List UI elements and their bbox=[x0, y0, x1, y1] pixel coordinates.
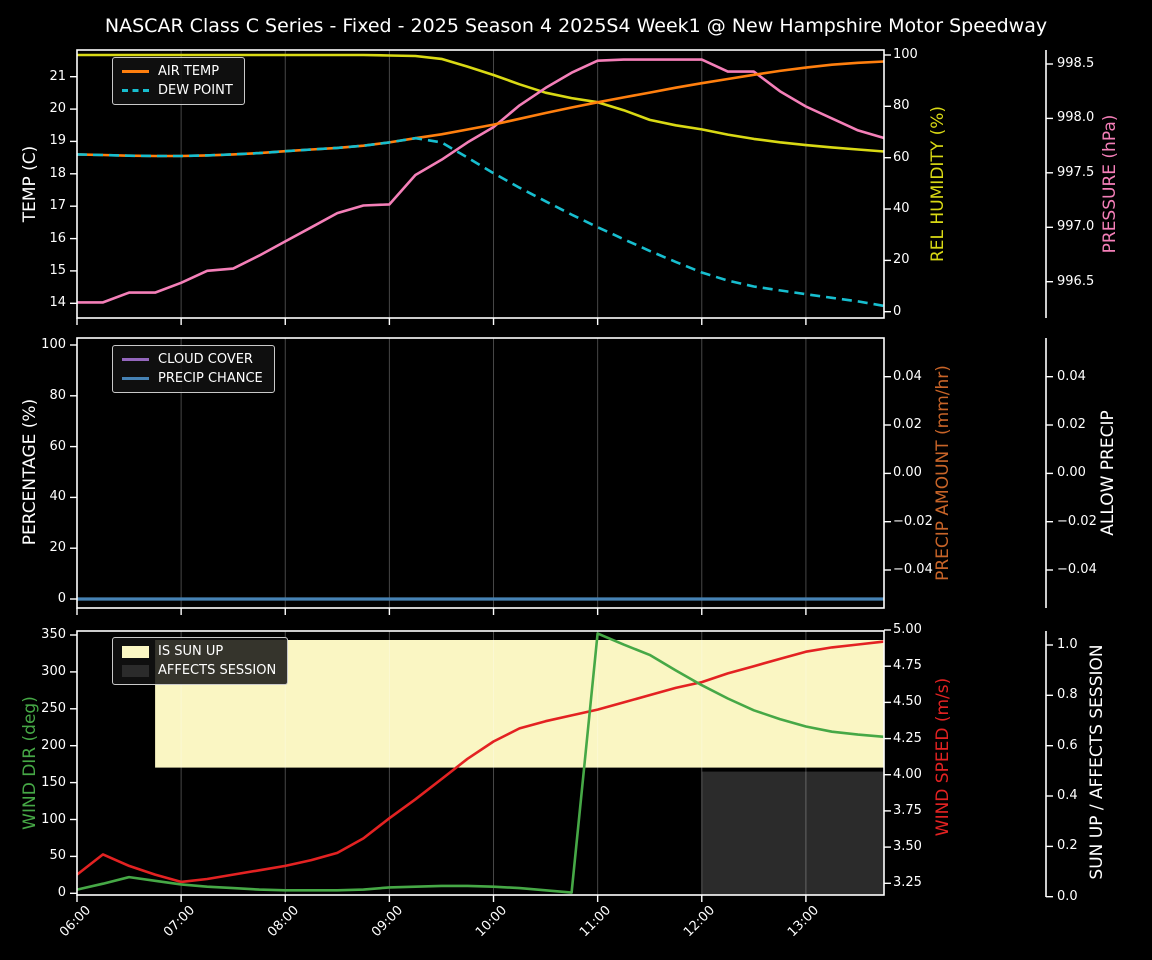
y-tick-label: 20 bbox=[49, 101, 66, 117]
legend: IS SUN UP AFFECTS SESSION bbox=[112, 637, 289, 685]
y-tick-label: 16 bbox=[49, 230, 66, 246]
y-tick-label: 20 bbox=[893, 252, 910, 268]
chart-title: NASCAR Class C Series - Fixed - 2025 Sea… bbox=[104, 15, 1048, 37]
y-tick-label: 50 bbox=[49, 848, 66, 864]
y-tick-label: 997.5 bbox=[1057, 164, 1095, 180]
y-tick-label: 40 bbox=[49, 489, 66, 505]
y-tick-label: −0.04 bbox=[1057, 562, 1097, 577]
series-wind-speed bbox=[76, 640, 885, 884]
y-tick-label: 14 bbox=[49, 295, 66, 311]
y-tick-label: 0 bbox=[57, 885, 66, 901]
y-tick-label: 3.50 bbox=[893, 839, 922, 855]
y-tick-label: 998.5 bbox=[1057, 56, 1095, 71]
y-tick-label: 350 bbox=[41, 627, 66, 642]
legend-swatch-patch bbox=[122, 664, 149, 677]
axis-label-percentage: PERCENTAGE (%) bbox=[20, 398, 40, 546]
y-tick-label: 40 bbox=[893, 201, 910, 216]
y-tick-label: 4.25 bbox=[893, 730, 922, 746]
axis-label-sun-affects: SUN UP / AFFECTS SESSION bbox=[1087, 644, 1107, 880]
legend-item: AFFECTS SESSION bbox=[122, 663, 276, 678]
region-affects-session bbox=[701, 771, 884, 895]
legend-swatch-line bbox=[122, 70, 149, 73]
y-tick-label: 250 bbox=[41, 700, 66, 716]
y-tick-label: 0.6 bbox=[1057, 737, 1078, 753]
legend-label: IS SUN UP bbox=[158, 644, 224, 659]
y-tick-label: 4.00 bbox=[893, 766, 922, 782]
y-tick-label: 0 bbox=[57, 591, 66, 606]
legend-swatch-line bbox=[122, 358, 149, 361]
y-tick-label: 100 bbox=[41, 337, 66, 352]
series-pressure bbox=[77, 58, 885, 304]
y-tick-label: 997.0 bbox=[1057, 219, 1095, 235]
legend-item: DEW POINT bbox=[122, 83, 233, 98]
y-tick-label: 0.00 bbox=[1057, 465, 1086, 481]
y-tick-label: 100 bbox=[41, 811, 66, 827]
y-tick-label: 0.00 bbox=[893, 465, 922, 481]
axis-label-allow-precip: ALLOW PRECIP bbox=[1098, 410, 1118, 536]
legend-item: AIR TEMP bbox=[122, 64, 233, 79]
y-tick-label: 0.4 bbox=[1057, 788, 1078, 803]
y-tick-label: 0.2 bbox=[1057, 838, 1078, 854]
y-tick-label: 60 bbox=[49, 438, 66, 454]
legend-label: AIR TEMP bbox=[158, 64, 220, 79]
y-tick-label: 15 bbox=[49, 262, 66, 278]
y-tick-label: 5.00 bbox=[893, 622, 922, 637]
legend-swatch-line bbox=[122, 377, 149, 380]
y-tick-label: 80 bbox=[893, 98, 910, 114]
y-tick-label: 1.0 bbox=[1057, 637, 1078, 652]
y-tick-label: 0.04 bbox=[893, 368, 922, 384]
legend-label: CLOUD COVER bbox=[158, 352, 253, 367]
series-dew-point bbox=[76, 136, 885, 308]
y-tick-label: 80 bbox=[49, 387, 66, 403]
legend-label: DEW POINT bbox=[158, 83, 233, 98]
legend: AIR TEMP DEW POINT bbox=[112, 57, 245, 105]
y-tick-label: 150 bbox=[41, 774, 66, 790]
y-tick-label: −0.02 bbox=[893, 513, 933, 529]
y-tick-label: 300 bbox=[41, 663, 66, 679]
series-rel-humidity bbox=[77, 53, 885, 153]
legend-label: PRECIP CHANCE bbox=[158, 371, 263, 386]
legend-swatch-patch bbox=[122, 645, 149, 658]
y-tick-label: 17 bbox=[49, 198, 66, 214]
y-tick-label: 200 bbox=[41, 737, 66, 753]
legend-label: AFFECTS SESSION bbox=[158, 663, 277, 678]
legend-swatch-dash bbox=[122, 89, 149, 92]
y-tick-label: 4.50 bbox=[893, 694, 922, 710]
y-tick-label: 100 bbox=[893, 47, 918, 62]
y-tick-label: 0.02 bbox=[1057, 417, 1086, 432]
y-tick-label: 3.75 bbox=[893, 802, 922, 818]
y-tick-label: 20 bbox=[49, 540, 66, 556]
series-wind-dir bbox=[76, 632, 885, 894]
axis-label-pressure: PRESSURE (hPa) bbox=[1100, 114, 1120, 254]
y-tick-label: 4.75 bbox=[893, 658, 922, 674]
y-tick-label: 0.8 bbox=[1057, 687, 1078, 703]
y-tick-label: 0.0 bbox=[1057, 888, 1078, 904]
y-tick-label: −0.04 bbox=[893, 562, 933, 577]
y-tick-label: 996.5 bbox=[1057, 273, 1095, 289]
axis-label-precip-amount: PRECIP AMOUNT (mm/hr) bbox=[933, 365, 953, 581]
y-tick-label: 0.04 bbox=[1057, 368, 1086, 384]
axis-label-wind-speed: WIND SPEED (m/s) bbox=[933, 677, 953, 837]
y-tick-label: 998.0 bbox=[1057, 110, 1095, 126]
legend-item: CLOUD COVER bbox=[122, 352, 263, 367]
y-tick-label: 0.02 bbox=[893, 417, 922, 432]
y-tick-label: −0.02 bbox=[1057, 513, 1097, 529]
y-tick-label: 0 bbox=[893, 303, 902, 319]
y-tick-label: 60 bbox=[893, 149, 910, 165]
legend: CLOUD COVER PRECIP CHANCE bbox=[112, 345, 275, 393]
y-tick-label: 3.25 bbox=[893, 875, 922, 891]
y-tick-label: 18 bbox=[49, 165, 66, 181]
y-tick-label: 21 bbox=[49, 68, 66, 84]
y-tick-label: 19 bbox=[49, 133, 66, 149]
legend-item: PRECIP CHANCE bbox=[122, 371, 263, 386]
legend-item: IS SUN UP bbox=[122, 644, 276, 659]
axis-label-rel-humidity: REL HUMIDITY (%) bbox=[928, 105, 948, 263]
